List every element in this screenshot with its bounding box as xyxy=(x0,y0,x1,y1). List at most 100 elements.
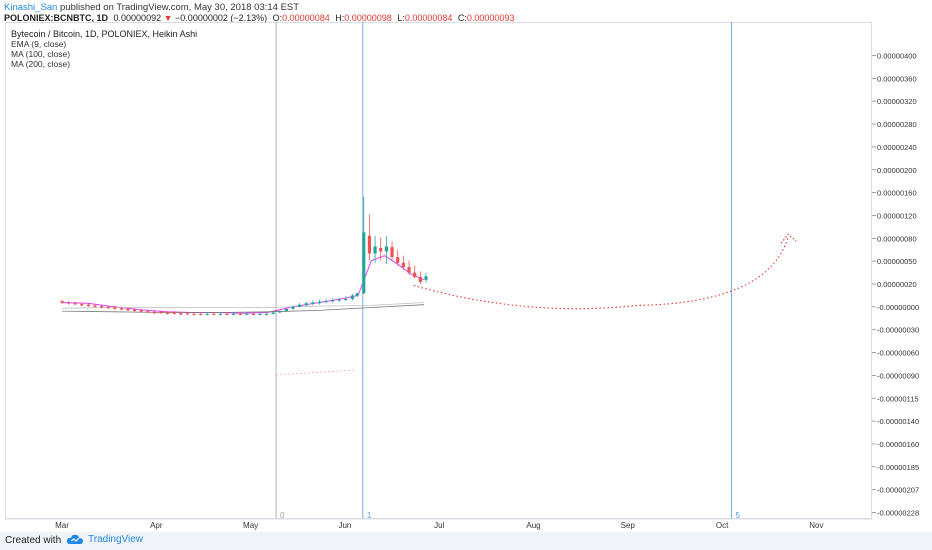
candle xyxy=(413,265,417,279)
candle xyxy=(384,235,388,265)
close-value: 0.00000093 xyxy=(466,13,515,23)
candle xyxy=(113,306,117,310)
candle xyxy=(324,298,328,304)
candle xyxy=(424,272,428,283)
candle xyxy=(106,305,110,309)
y-tick-label: 0.00000080 xyxy=(877,234,917,243)
legend-title: Bytecoin / Bitcoin, 1D, POLONIEX, Heikin… xyxy=(11,29,198,39)
cloud-icon xyxy=(66,534,83,544)
candle xyxy=(265,312,269,316)
candle xyxy=(225,312,229,316)
y-tick-label: 0.00000280 xyxy=(877,120,917,129)
x-tick-label: Nov xyxy=(809,521,823,530)
candle xyxy=(212,312,216,316)
open-value: 0.00000084 xyxy=(282,13,330,23)
candle xyxy=(245,312,249,316)
candle xyxy=(232,312,236,316)
publish-info: Kinashi_San published on TradingView.com… xyxy=(4,2,299,13)
high-value: 0.00000098 xyxy=(344,13,392,23)
y-tick-label: 0.00000050 xyxy=(877,257,917,266)
faint-dashed-line xyxy=(276,369,355,376)
candles xyxy=(60,196,428,316)
candle xyxy=(298,303,302,308)
ma-line-1 xyxy=(61,255,425,314)
last-price: 0.00000092 xyxy=(113,13,162,23)
y-tick-label: -0.00000115 xyxy=(877,394,919,403)
time-axis[interactable]: Mar Apr May Jun Jul Aug Sep Oct Nov xyxy=(5,518,872,530)
candle xyxy=(251,312,256,316)
candle xyxy=(373,235,377,263)
x-tick-label: Sep xyxy=(621,521,636,530)
candle xyxy=(60,299,64,304)
projection-curve xyxy=(413,237,789,310)
candle xyxy=(317,299,322,305)
candle xyxy=(418,271,422,285)
y-tick-label: -0.00000228 xyxy=(877,509,919,518)
candle xyxy=(218,312,223,316)
y-tick-label: -0.00000000 xyxy=(877,303,919,312)
candle xyxy=(133,308,137,312)
y-tick-label: 0.00000200 xyxy=(877,166,917,175)
x-tick-label: May xyxy=(243,521,258,530)
candle xyxy=(355,292,359,297)
ma-line-3 xyxy=(61,304,425,313)
chart-legend: Bytecoin / Bitcoin, 1D, POLONIEX, Heikin… xyxy=(11,29,197,69)
author-link[interactable]: Kinashi_San xyxy=(4,2,58,13)
candle xyxy=(379,237,383,261)
y-tick-label: 0.00000120 xyxy=(877,211,917,220)
legend-ma200[interactable]: MA (200, close) xyxy=(11,59,71,69)
candle xyxy=(93,303,97,308)
candle xyxy=(152,310,157,314)
x-tick-label: Oct xyxy=(716,521,729,530)
y-tick-label: -0.00000185 xyxy=(877,463,919,472)
y-tick-label: 0.00000160 xyxy=(877,189,917,198)
candle xyxy=(350,294,355,301)
y-tick-label: 0.00000020 xyxy=(877,280,917,289)
candle xyxy=(119,306,124,311)
candle xyxy=(331,298,335,303)
open-label: O: xyxy=(272,13,283,23)
candle xyxy=(337,297,341,302)
ma-line-2 xyxy=(61,302,425,309)
price-change: −0.00000002 (−2.13%) xyxy=(175,13,268,23)
candle xyxy=(304,301,308,307)
low-label: L: xyxy=(397,13,405,23)
y-tick-label: -0.00000090 xyxy=(877,371,919,380)
y-tick-label: -0.00000140 xyxy=(877,417,919,426)
vertical-marker-label: 0 xyxy=(280,511,285,520)
candle xyxy=(166,311,170,315)
legend-ema[interactable]: EMA (9, close) xyxy=(11,39,67,49)
candle xyxy=(291,305,295,310)
candle xyxy=(367,214,372,261)
y-tick-label: -0.00000207 xyxy=(877,486,919,495)
close-label: C: xyxy=(457,13,467,23)
price-axis[interactable]: 0.00000400 0.00000360 0.00000320 0.00000280… xyxy=(872,0,932,520)
vertical-marker-label: 1 xyxy=(367,511,372,520)
symbol-label: POLONIEX:BCNBTC, 1D xyxy=(4,13,109,23)
tradingview-logo[interactable]: TradingView xyxy=(66,533,143,545)
candle xyxy=(344,296,348,302)
low-value: 0.00000084 xyxy=(404,13,453,23)
candle xyxy=(401,255,405,270)
y-tick-label: -0.00000160 xyxy=(877,440,919,449)
y-tick-label: 0.00000240 xyxy=(877,143,917,152)
vertical-marker-label: 5 xyxy=(736,511,741,520)
candle xyxy=(311,300,315,306)
projection-arrow xyxy=(413,233,797,310)
legend-ma100[interactable]: MA (100, close) xyxy=(11,49,71,59)
candle xyxy=(258,312,262,316)
projection-arrowhead xyxy=(780,233,797,244)
x-tick-label: Mar xyxy=(55,521,69,530)
candle xyxy=(284,308,289,312)
candle xyxy=(139,308,143,313)
candle xyxy=(205,312,209,316)
change-arrow-icon: ▼ xyxy=(163,13,173,23)
candle xyxy=(192,312,196,316)
high-label: H: xyxy=(335,13,345,23)
candle xyxy=(172,311,176,315)
candle xyxy=(238,312,242,316)
y-tick-label: 0.00000400 xyxy=(877,52,917,61)
y-tick-label: 0.00000320 xyxy=(877,97,917,106)
created-with-text: Created with xyxy=(5,535,62,546)
